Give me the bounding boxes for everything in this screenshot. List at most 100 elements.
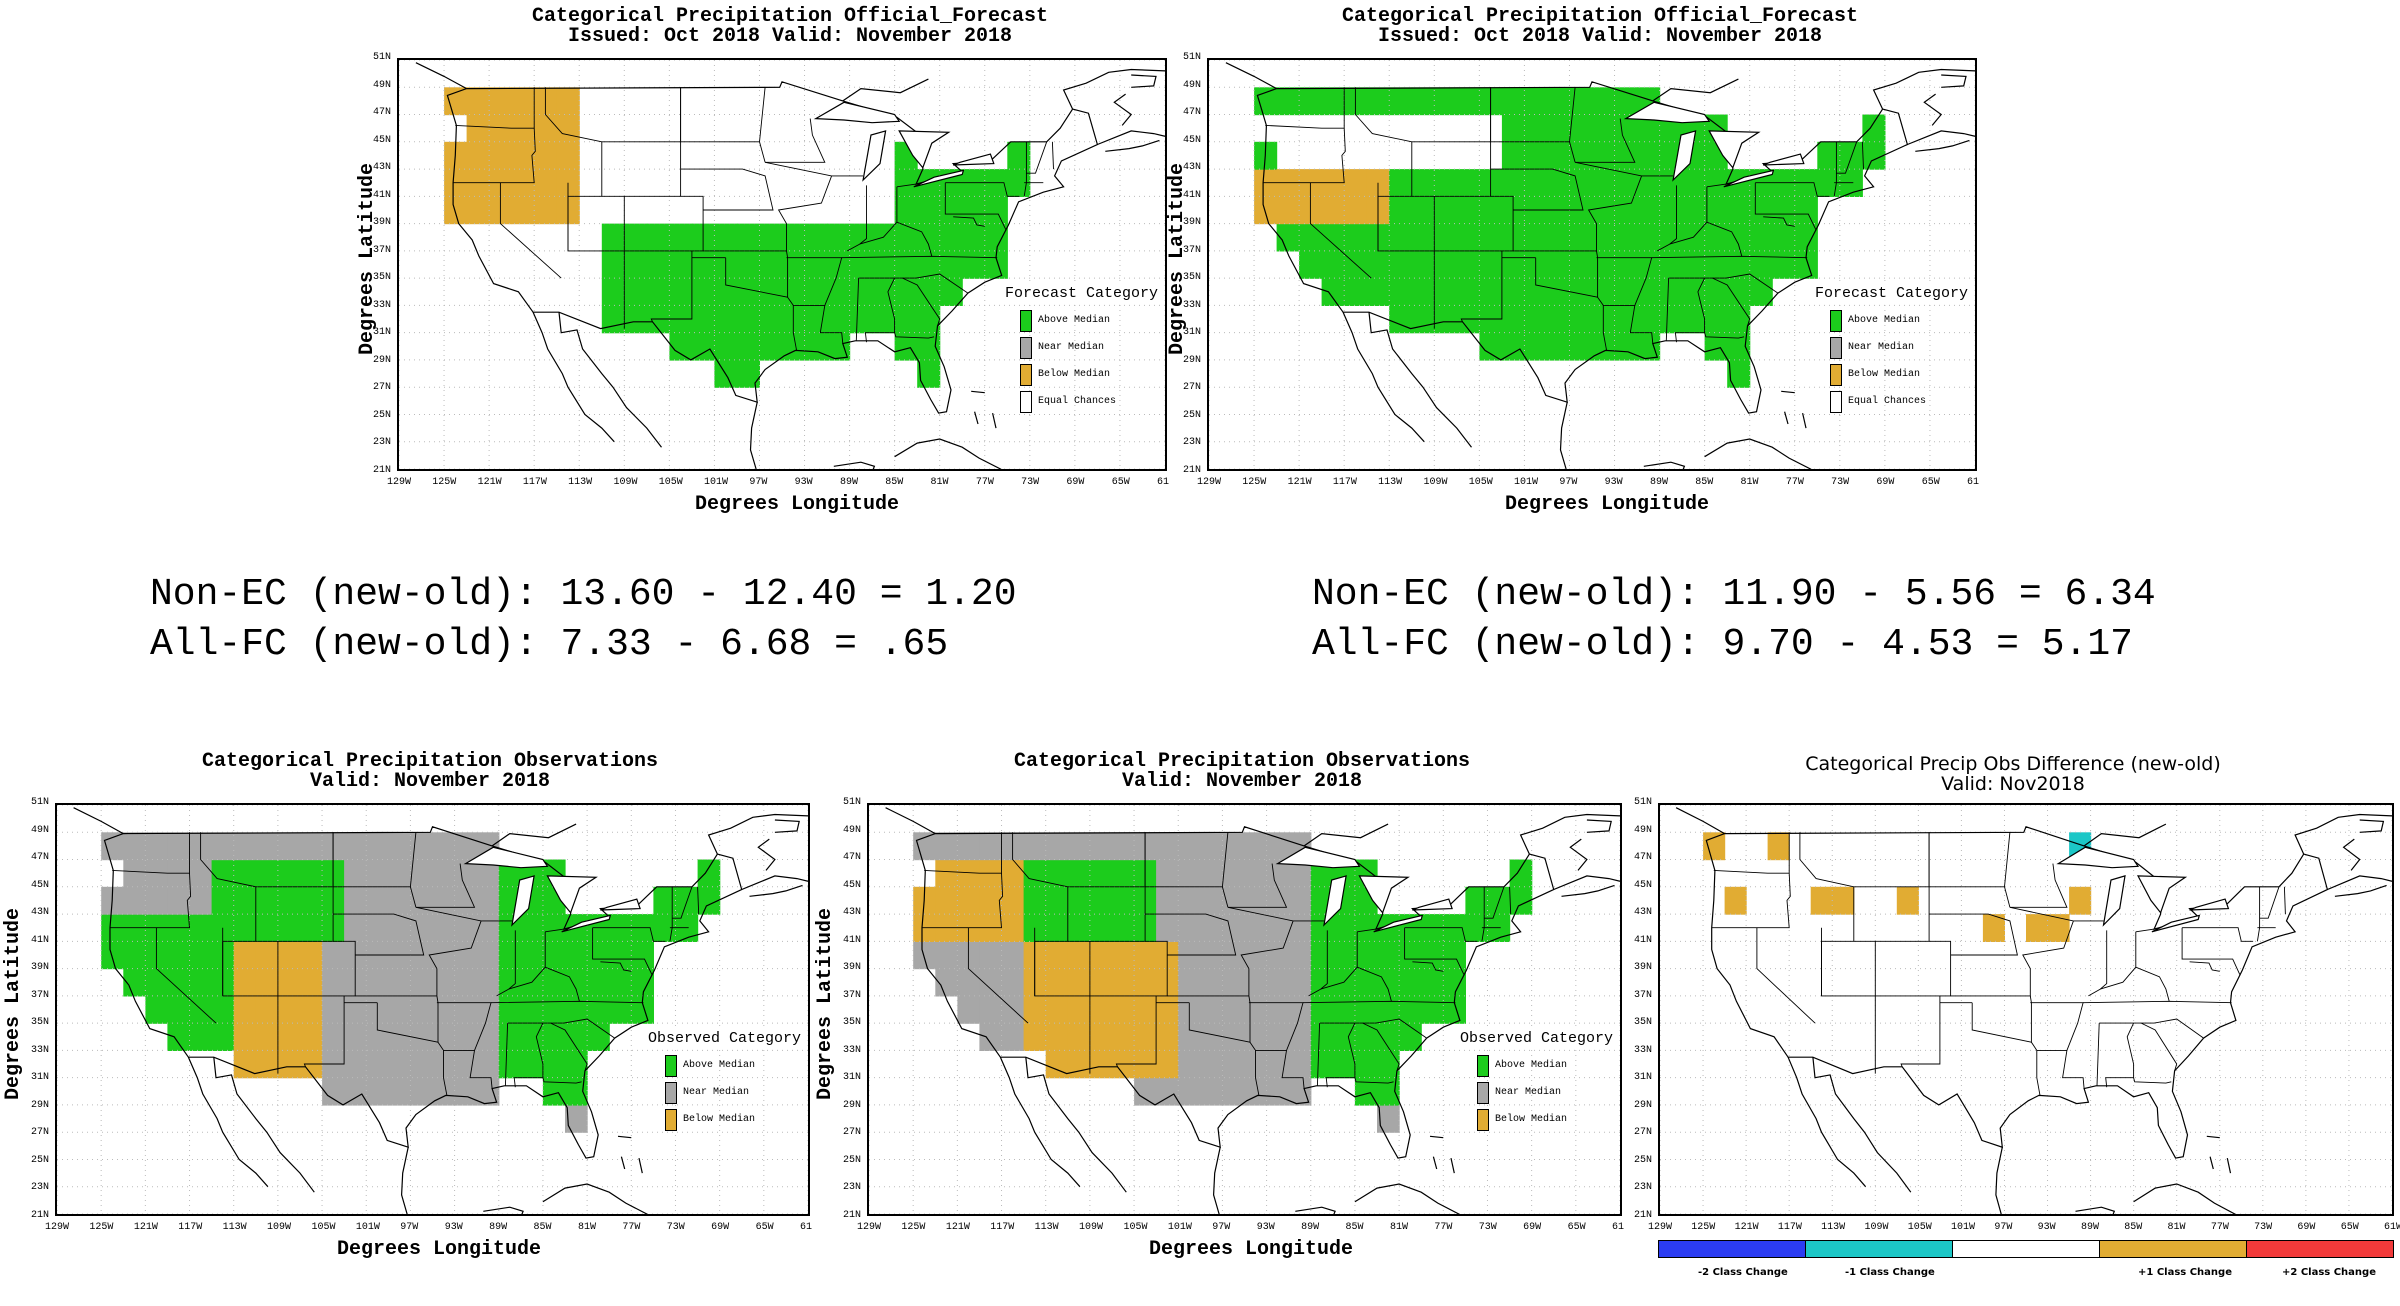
grid-cell: [277, 941, 301, 970]
state-boundary: [1836, 141, 1858, 174]
grid-cell: [1045, 1050, 1069, 1079]
great-lake: [862, 130, 887, 182]
grid-cell: [962, 223, 986, 252]
grid-cell: [1524, 278, 1548, 306]
legend-swatch: [1830, 337, 1842, 359]
great-lake: [1723, 169, 1775, 188]
grid-cell: [1354, 1077, 1378, 1106]
grid-cell: [1321, 250, 1345, 279]
lat-tick-label: 47N: [843, 852, 862, 864]
grid-cell: [1089, 886, 1113, 915]
grid-cell: [609, 941, 632, 970]
grid-cell: [759, 332, 783, 361]
state-boundary: [793, 304, 844, 344]
coastline: [1432, 1156, 1438, 1170]
grid-cell: [1399, 995, 1422, 1024]
coastline: [558, 312, 662, 448]
score-right-nonec: Non-EC (new-old): 11.90 - 5.56 = 6.34: [1312, 573, 2156, 616]
grid-cell: [1896, 886, 1919, 915]
grid-cell: [167, 886, 191, 915]
grid-cell: [1266, 941, 1290, 970]
grid-cell: [565, 1023, 588, 1051]
grid-cell: [1310, 1023, 1334, 1051]
grid-cell: [145, 886, 169, 915]
grid-cell: [1569, 278, 1593, 306]
state-boundary: [1971, 995, 2032, 1043]
state-boundary: [725, 250, 789, 298]
state-boundary: [1357, 966, 1392, 1002]
coastline: [1212, 1147, 1221, 1214]
grid-cell: [1332, 914, 1356, 942]
grid-cell: [1704, 196, 1728, 225]
grid-cell: [542, 968, 566, 997]
grid-cell: [277, 832, 301, 861]
lon-tick-label: 73W: [1478, 1222, 1497, 1233]
grid-cell: [233, 941, 257, 970]
lat-tick-label: 23N: [843, 1182, 862, 1194]
grid-cell: [1509, 886, 1533, 915]
coastline: [1559, 402, 1568, 469]
lon-tick-label: 125W: [432, 477, 457, 488]
grid-cell: [1614, 87, 1638, 116]
state-boundary: [1255, 1049, 1305, 1089]
grid-cell: [1569, 114, 1593, 143]
grid-cell: [1366, 87, 1390, 116]
grid-cell: [1614, 305, 1638, 334]
lat-tick-label: 27N: [31, 1127, 50, 1139]
lon-tick-label: 129W: [387, 477, 412, 488]
grid-cell: [1377, 1104, 1400, 1133]
grid-cell: [1288, 1050, 1312, 1079]
grid-cell: [1982, 914, 2005, 942]
state-boundary: [1821, 927, 1876, 1074]
lat-tick-label: 47N: [1183, 107, 1202, 119]
grid-cell: [1354, 941, 1378, 970]
grid-cell: [601, 223, 625, 252]
grid-cell: [587, 1023, 610, 1051]
grid-cell: [849, 250, 873, 279]
grid-cell: [1222, 995, 1246, 1024]
grid-cell: [454, 832, 478, 861]
grid-cell: [1067, 995, 1091, 1024]
grid-cell: [1637, 196, 1661, 225]
lat-tick-label: 29N: [31, 1099, 50, 1111]
state-boundary: [2141, 1022, 2178, 1072]
grid-cell: [669, 250, 693, 279]
lon-tick-label: 69W: [711, 1222, 730, 1233]
grid-cell: [233, 1023, 257, 1051]
grid-cell: [939, 196, 963, 225]
grid-cell: [1045, 859, 1069, 888]
grid-cell: [410, 914, 434, 942]
grid-cell: [101, 832, 124, 861]
lon-tick-label: 69W: [2297, 1222, 2316, 1233]
grid-cell: [101, 941, 124, 970]
grid-cell: [432, 1023, 456, 1051]
coastline: [1812, 1057, 1912, 1193]
lat-tick-label: 29N: [373, 354, 392, 366]
lat-tick-label: 49N: [31, 824, 50, 836]
graticule: [869, 805, 1620, 1214]
state-boundary: [855, 278, 860, 341]
grid-cell: [1546, 250, 1570, 279]
grid-cell: [1659, 305, 1683, 334]
grid-cell: [1007, 141, 1031, 170]
grid-cell: [167, 832, 191, 861]
grid-cell: [1524, 223, 1548, 252]
colorbar-pos1: [2099, 1240, 2247, 1258]
grid-cell: [804, 278, 828, 306]
state-boundary: [1763, 216, 1795, 227]
great-lake: [463, 846, 549, 869]
grid-cell: [935, 859, 958, 888]
coastline: [2075, 1206, 2116, 1214]
grid-cell: [145, 968, 169, 997]
state-boundary: [1026, 141, 1048, 174]
coastline: [2226, 1157, 2232, 1174]
state-boundary: [1362, 1022, 1400, 1072]
lat-tick-label: 25N: [843, 1154, 862, 1166]
coastline: [999, 1056, 1081, 1188]
coastline: [749, 884, 803, 897]
grid-cell: [849, 278, 873, 306]
legend-label: Above Median: [1038, 315, 1111, 326]
lon-tick-label: 77W: [975, 477, 994, 488]
grid-cell: [979, 968, 1003, 997]
grid-cell: [804, 223, 828, 252]
